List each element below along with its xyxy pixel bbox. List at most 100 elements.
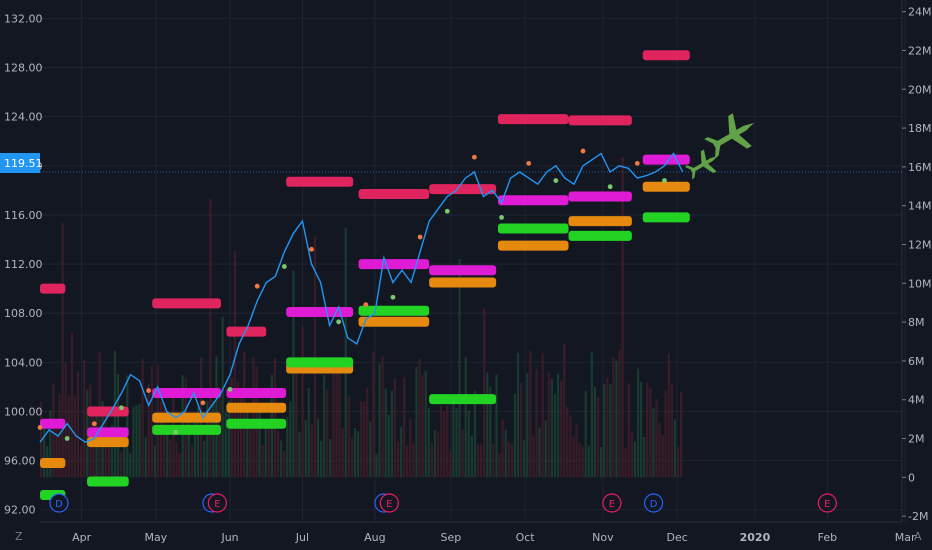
volume-bar: [424, 370, 427, 478]
event-label: E: [386, 499, 392, 510]
level-band-orange: [226, 402, 287, 413]
volume-bar: [353, 428, 357, 478]
level-band-orange: [429, 277, 497, 288]
volume-bar: [295, 368, 298, 478]
time-axis[interactable]: Apr May Jun Jul Aug Sep Oct Nov Dec 2020 Feb Mar: [72, 531, 916, 544]
volume-bar: [52, 383, 55, 478]
right-volume-axis[interactable]: 24M 22M 20M 18M 16M 14M 12M 10M 8M 6M 4M 2M 0 -2M: [902, 6, 932, 524]
level-band-magenta: [497, 195, 569, 206]
volume-bar: [360, 401, 363, 478]
volume-bar: [310, 424, 313, 478]
level-band-orange: [40, 458, 66, 469]
volume-bar: [43, 428, 46, 478]
right-tick-label: 0: [908, 471, 915, 484]
signal-dot: [553, 178, 559, 183]
volume-bar: [166, 429, 169, 478]
forecast-arrows: [684, 113, 755, 180]
volume-bar: [326, 388, 329, 478]
level-band-green: [286, 357, 354, 368]
signal-dot: [91, 421, 97, 427]
volume-bar: [141, 358, 144, 478]
left-tick-label: 128.00: [4, 62, 43, 75]
volume-bar: [169, 439, 172, 478]
level-band-magenta: [87, 427, 129, 438]
volume-bar: [341, 428, 344, 478]
volume-bar: [129, 453, 132, 478]
volume-bar: [160, 401, 163, 478]
volume-bar: [670, 383, 673, 478]
right-tick-label: 10M: [908, 277, 932, 290]
volume-bar: [467, 409, 470, 478]
volume-bar: [150, 365, 153, 478]
level-band-crimson: [568, 115, 632, 126]
volume-bar: [520, 383, 523, 478]
month-tick-label: Aug: [364, 531, 385, 544]
signal-dot: [580, 148, 586, 154]
level-band-green: [568, 230, 632, 241]
right-tick-label: -2M: [908, 510, 928, 523]
volume-bar: [646, 382, 649, 478]
level-band-green: [358, 305, 430, 316]
level-band-green: [87, 476, 129, 487]
volume-bar: [233, 250, 237, 478]
volume-bar: [590, 352, 593, 478]
volume-bar: [427, 408, 430, 478]
volume-bar: [203, 441, 206, 478]
left-tick-label: 124.00: [4, 111, 43, 124]
signal-dot: [336, 319, 342, 325]
volume-bar: [116, 374, 120, 478]
level-band-magenta: [40, 418, 66, 429]
level-band-crimson: [429, 184, 497, 195]
volume-bar: [403, 376, 406, 478]
volume-bar: [313, 236, 317, 478]
volume-bar: [135, 405, 138, 478]
volume-bar: [667, 353, 670, 478]
volume-bar: [501, 419, 504, 478]
month-tick-label: Apr: [72, 531, 92, 544]
right-tick-label: 6M: [908, 355, 925, 368]
volume-bar: [443, 411, 446, 478]
signal-dot: [499, 214, 504, 220]
volume-bar: [643, 436, 646, 478]
volume-bar: [553, 394, 557, 478]
signal-dot: [119, 405, 124, 411]
month-tick-label: Mar: [895, 531, 916, 544]
volume-bar: [664, 391, 667, 478]
volume-bar: [323, 374, 326, 478]
volume-bar: [593, 386, 597, 478]
volume-bar: [304, 419, 307, 478]
level-band-green: [226, 418, 287, 429]
volume-bar: [378, 363, 381, 478]
volume-bar: [409, 418, 412, 478]
volume-bar: [618, 349, 621, 478]
volume-bar: [526, 373, 529, 478]
left-tick-label: 92.00: [4, 504, 36, 517]
volume-bar: [547, 372, 550, 478]
signal-dot: [444, 208, 450, 214]
level-band-crimson: [226, 326, 267, 337]
volume-bar: [283, 450, 286, 478]
volume-bar: [529, 350, 532, 478]
level-band-orange: [152, 412, 221, 423]
level-band-crimson: [642, 50, 690, 61]
volume-bar: [538, 427, 541, 478]
volume-bar: [126, 375, 129, 478]
event-label: E: [824, 499, 830, 510]
right-tick-label: 14M: [908, 200, 932, 213]
volume-bar: [627, 383, 630, 478]
left-tick-label: 104.00: [4, 356, 43, 369]
event-circle: [643, 493, 664, 513]
right-tick-label: 20M: [908, 83, 932, 96]
level-band-crimson: [497, 114, 569, 125]
volume-bar: [366, 387, 369, 478]
last-price-label: 119.51: [4, 157, 43, 170]
volume-bar: [609, 383, 612, 478]
volume-bar: [612, 357, 615, 478]
volume-bar: [649, 387, 652, 478]
signal-dot: [254, 283, 260, 289]
volume-bar: [513, 393, 517, 478]
signal-dot: [607, 184, 613, 190]
volume-bar: [630, 431, 633, 478]
volume-bar: [655, 399, 658, 478]
